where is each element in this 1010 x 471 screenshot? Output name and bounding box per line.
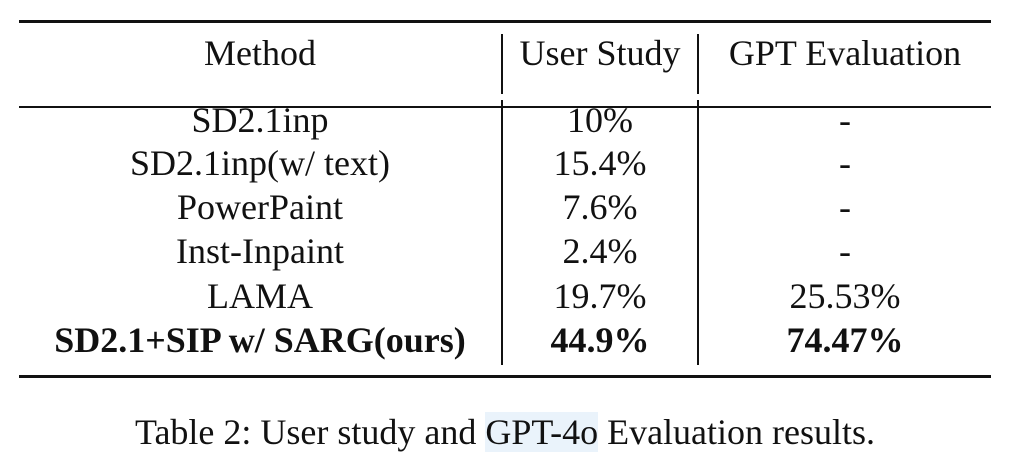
header-gpt-evaluation: GPT Evaluation bbox=[728, 33, 962, 73]
row-3-method: Inst-Inpaint bbox=[176, 231, 344, 271]
row-2-user-study: 7.6% bbox=[562, 187, 638, 227]
row-1-gpt-evaluation: - bbox=[839, 143, 851, 183]
row-3-user-study: 2.4% bbox=[562, 231, 638, 271]
row-4-gpt-evaluation: 25.53% bbox=[789, 276, 901, 316]
row-4-user-study: 19.7% bbox=[553, 276, 647, 316]
header-divider-2 bbox=[697, 34, 699, 94]
table-bottom-rule bbox=[19, 375, 991, 378]
row-1-method: SD2.1inp(w/ text) bbox=[130, 143, 390, 183]
row-5-gpt-evaluation: 74.47% bbox=[786, 320, 904, 360]
header-user-study: User Study bbox=[519, 33, 681, 73]
row-2-gpt-evaluation: - bbox=[839, 187, 851, 227]
row-4-method: LAMA bbox=[207, 276, 313, 316]
header-divider-1 bbox=[501, 34, 503, 94]
row-5-user-study: 44.9% bbox=[550, 320, 650, 360]
table-header-rule bbox=[19, 106, 991, 108]
table-caption: Table 2: User study and GPT-4o Evaluatio… bbox=[0, 410, 1010, 454]
row-5-method: SD2.1+SIP w/ SARG(ours) bbox=[54, 320, 466, 360]
caption-prefix: Table 2: User study and bbox=[134, 412, 486, 452]
row-1-user-study: 15.4% bbox=[553, 143, 647, 183]
header-method: Method bbox=[204, 33, 316, 73]
caption-suffix: Evaluation results. bbox=[598, 412, 876, 452]
row-0-user-study: 10% bbox=[567, 100, 633, 140]
caption-highlight: GPT-4o bbox=[485, 412, 599, 452]
row-2-method: PowerPaint bbox=[177, 187, 343, 227]
row-3-gpt-evaluation: - bbox=[839, 231, 851, 271]
row-0-method: SD2.1inp bbox=[191, 100, 329, 140]
table-top-rule bbox=[19, 20, 991, 23]
row-0-gpt-evaluation: - bbox=[839, 100, 851, 140]
body-divider-2 bbox=[697, 100, 699, 365]
body-divider-1 bbox=[501, 100, 503, 365]
